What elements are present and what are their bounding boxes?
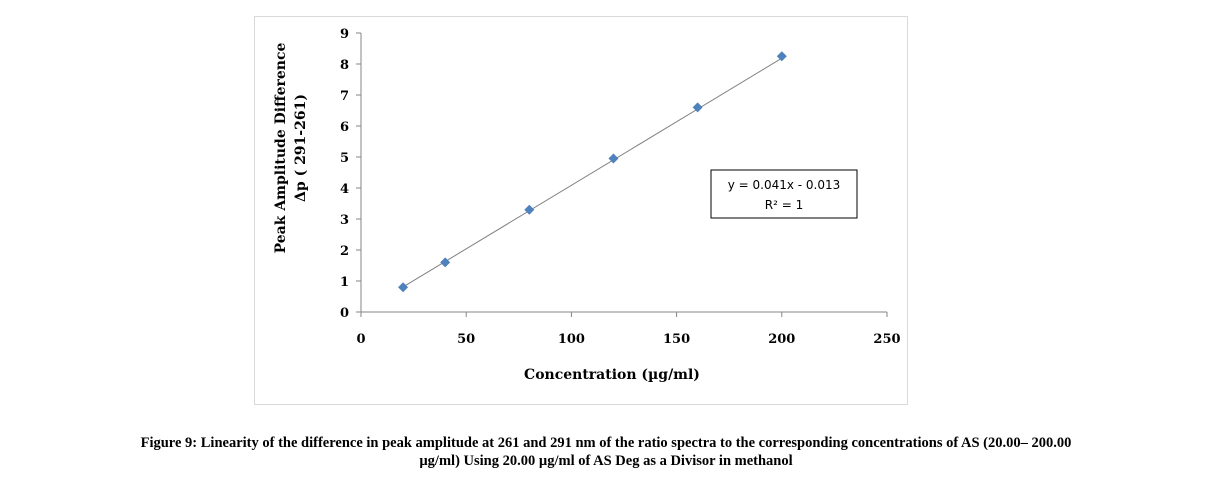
data-point [692,102,703,113]
x-axis-title: Concentration (µg/ml) [524,367,700,383]
y-axis-title: Peak Amplitude Difference Δp ( 291-261) [273,43,309,254]
x-tick-label: 200 [768,332,795,347]
caption-line-1: Figure 9: Linearity of the difference in… [140,435,1072,451]
trendline [402,57,783,288]
y-tick-label: 1 [340,275,349,290]
data-point [524,204,535,215]
r-squared-label: R² = 1 [765,198,803,212]
x-tick-label: 250 [873,332,900,347]
caption-line-2: µg/ml) Using 20.00 µg/ml of AS Deg as a … [419,453,793,469]
y-axis-title-line1: Peak Amplitude Difference [273,43,289,254]
data-point [440,257,451,268]
y-tick-label: 6 [340,120,349,135]
x-tick-label: 50 [457,332,475,347]
equation-box: y = 0.041x - 0.013 R² = 1 [710,169,858,219]
x-tick-label: 0 [356,332,365,347]
y-tick-label: 9 [340,27,349,42]
y-tick-label: 4 [340,182,349,197]
x-tick-label: 150 [663,332,690,347]
equation-label: y = 0.041x - 0.013 [728,178,841,192]
y-tick-labels: 0 1 2 3 4 5 6 7 8 9 [340,27,349,321]
x-tick-labels: 0 50 100 150 200 250 [356,332,900,347]
data-points [398,51,787,293]
y-tick-label: 5 [340,151,349,166]
y-axis-title-line2: Δp ( 291-261) [293,94,309,202]
data-point [398,282,409,293]
chart-axes [356,32,888,317]
y-tick-label: 7 [340,89,349,104]
data-point [608,153,619,164]
y-tick-label: 2 [340,244,349,259]
y-tick-label: 0 [340,306,349,321]
x-tick-label: 100 [558,332,585,347]
y-tick-label: 8 [340,58,349,73]
figure-caption: Figure 9: Linearity of the difference in… [0,434,1212,470]
data-point [776,51,787,62]
y-tick-label: 3 [340,213,349,228]
